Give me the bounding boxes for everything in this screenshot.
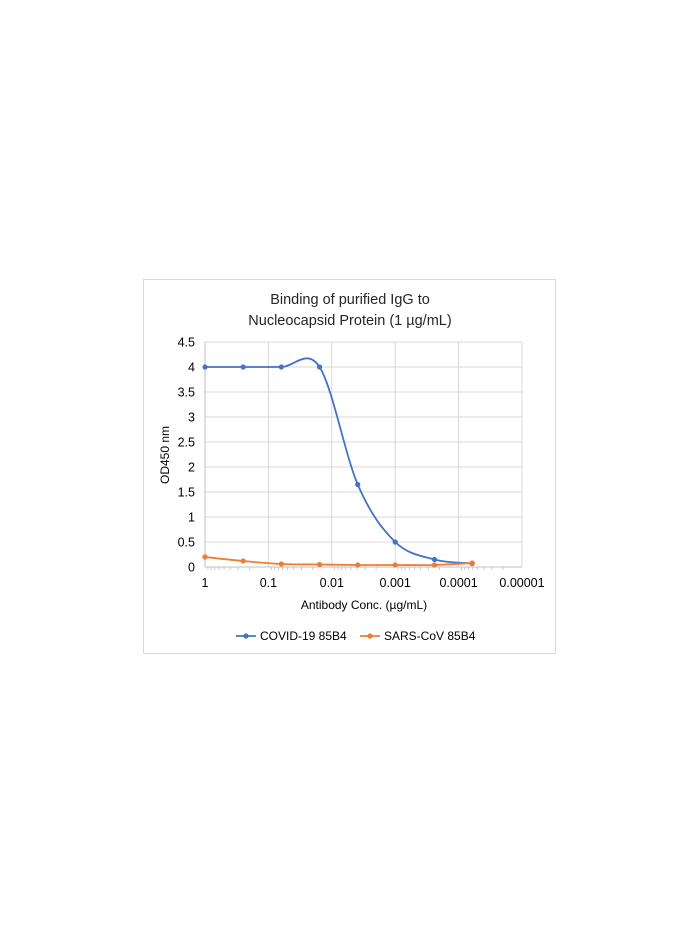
y-tick-label: 0 [188, 561, 195, 575]
legend-label-1: COVID-19 85B4 [260, 629, 347, 643]
series-layer [202, 357, 475, 568]
series-2-point [316, 561, 323, 568]
axes: 0 0.5 1 1.5 2 2.5 3 3.5 4 4.5 1 0.1 0.01 0.001 0.0001 0… [178, 336, 545, 591]
x-tick-label: 0.01 [320, 576, 344, 590]
y-tick-label: 3 [188, 411, 195, 425]
chart-title-line-1: Binding of purified IgG to [270, 292, 430, 308]
series-1-point [392, 539, 398, 545]
y-axis-title: OD450 nm [158, 426, 172, 484]
series-2-point [202, 554, 208, 560]
series-1-point [240, 364, 246, 370]
legend: COVID-19 85B4 SARS-CoV 85B4 [236, 629, 476, 643]
chart-title-line-2: Nucleocapsid Protein (1 µg/mL) [248, 313, 451, 329]
series-line-1 [205, 357, 473, 565]
grid [204, 341, 523, 568]
series-2-point [355, 562, 361, 568]
series-2-point [469, 560, 475, 566]
series-1-point [355, 481, 361, 488]
series-1-point [431, 556, 438, 563]
legend-swatch-marker-1 [243, 633, 249, 639]
y-tick-label: 4 [188, 361, 195, 375]
series-1-point [202, 364, 208, 370]
y-tick-label: 2.5 [178, 436, 195, 450]
series-1-point [278, 364, 284, 370]
y-tick-label: 1 [188, 511, 195, 525]
chart-svg: Binding of purified IgG to Nucleocapsid … [158, 292, 545, 643]
series-line-2 [204, 556, 473, 567]
y-tick-label: 4.5 [178, 336, 195, 350]
series-2-point [278, 561, 284, 567]
series-2-point [431, 562, 438, 568]
x-tick-label: 0.001 [380, 576, 411, 590]
y-tick-label: 1.5 [178, 486, 195, 500]
series-1-point [316, 364, 323, 370]
series-2-point [240, 558, 246, 564]
x-axis-title: Antibody Conc. (µg/mL) [301, 598, 427, 612]
y-tick-label: 3.5 [178, 386, 195, 400]
chart-frame: Binding of purified IgG to Nucleocapsid … [143, 279, 556, 654]
y-tick-label: 2 [188, 461, 195, 475]
x-tick-label: 1 [202, 576, 209, 590]
series-2-point [392, 562, 398, 568]
x-tick-label: 0.1 [260, 576, 277, 590]
x-tick-label: 0.0001 [439, 576, 477, 590]
x-tick-label: 0.00001 [499, 576, 544, 590]
legend-swatch-marker-2 [367, 633, 373, 639]
legend-label-2: SARS-CoV 85B4 [384, 629, 476, 643]
y-tick-label: 0.5 [178, 536, 195, 550]
